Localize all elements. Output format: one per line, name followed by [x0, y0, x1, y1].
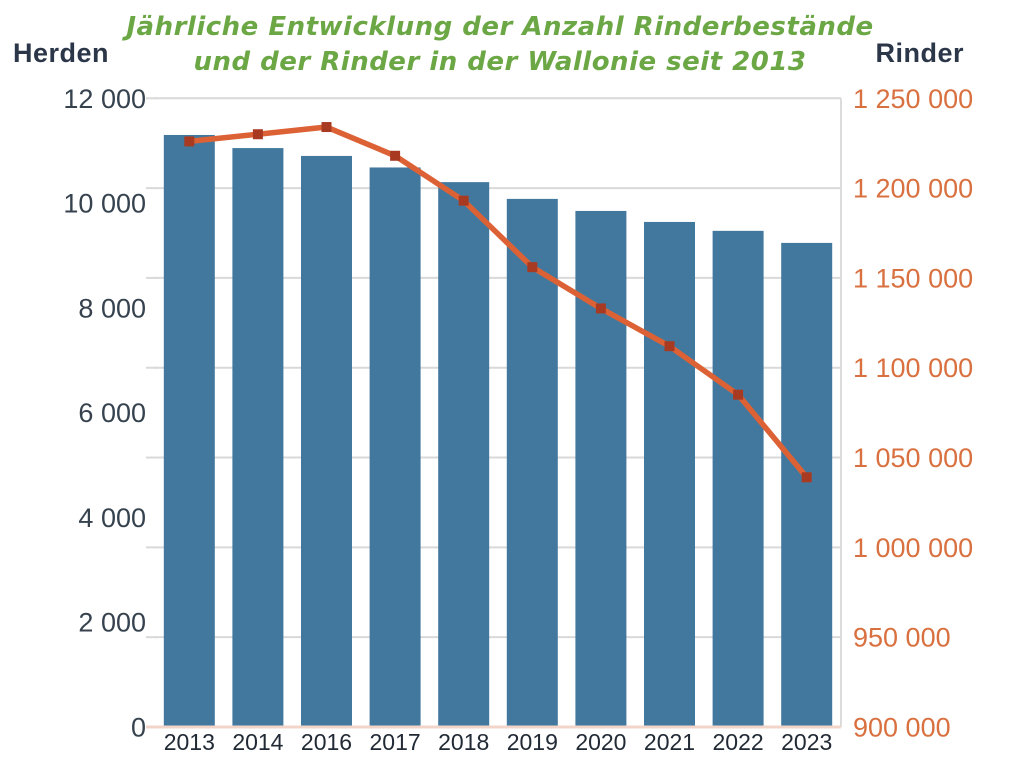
- bar-2022: [712, 230, 764, 727]
- right-axis-tick-label: 950 000: [853, 623, 951, 653]
- chart-title-line2: und der Rinder in der Wallonie seit 2013: [193, 47, 807, 77]
- bar-2013: [163, 134, 215, 727]
- line-point-2021: [664, 341, 675, 352]
- bar-2017: [369, 167, 421, 727]
- right-axis-tick-label: 1 050 000: [853, 443, 973, 473]
- right-axis-tick-label: 1 250 000: [853, 84, 973, 114]
- right-axis-tick-label: 1 000 000: [853, 533, 973, 563]
- left-axis-tick-label: 4 000: [78, 503, 146, 533]
- x-axis-label-2014: 2014: [232, 729, 283, 755]
- right-axis-tick-label: 900 000: [853, 712, 951, 742]
- line-point-2018: [458, 195, 469, 206]
- line-point-2014: [252, 129, 263, 140]
- x-axis-label-2017: 2017: [370, 729, 421, 755]
- x-axis-label-2020: 2020: [575, 729, 626, 755]
- chart-title-line1: Jährliche Entwicklung der Anzahl Rinderb…: [126, 12, 874, 42]
- chart-title: Jährliche Entwicklung der Anzahl Rinderb…: [0, 10, 1000, 80]
- right-axis-title: Rinder: [875, 38, 964, 68]
- x-axis-label-2019: 2019: [507, 729, 558, 755]
- x-axis-label-2013: 2013: [164, 729, 215, 755]
- line-point-2016: [321, 122, 332, 133]
- left-axis-tick-label: 6 000: [78, 398, 146, 428]
- left-axis-tick-label: 12 000: [63, 84, 146, 114]
- line-point-2023: [801, 472, 812, 483]
- x-axis-label-2018: 2018: [438, 729, 489, 755]
- right-axis-tick-label: 1 100 000: [853, 353, 973, 383]
- left-axis-tick-label: 0: [131, 712, 146, 742]
- bar-2019: [506, 198, 558, 728]
- bar-2020: [575, 210, 627, 727]
- bar-2018: [438, 182, 490, 728]
- bar-2023: [781, 242, 833, 727]
- bar-2021: [644, 221, 695, 727]
- right-axis-tick-label: 1 200 000: [853, 174, 973, 204]
- x-axis-label-2023: 2023: [781, 729, 832, 755]
- x-axis-label-2016: 2016: [301, 729, 352, 755]
- left-axis-tick-label: 2 000: [78, 608, 146, 638]
- right-axis-tick-label: 1 150 000: [853, 263, 973, 293]
- left-axis-title: Herden: [13, 38, 110, 68]
- line-point-2019: [527, 262, 538, 273]
- bar-2014: [232, 148, 284, 727]
- line-point-2022: [733, 389, 744, 400]
- left-axis-tick-label: 8 000: [78, 293, 146, 323]
- x-axis-label-2022: 2022: [713, 729, 764, 755]
- left-axis-tick-label: 10 000: [63, 189, 146, 219]
- bar-2016: [301, 155, 352, 727]
- line-point-2017: [390, 150, 401, 161]
- rinder-line: [186, 124, 810, 481]
- x-axis-label-2021: 2021: [644, 729, 695, 755]
- line-point-2020: [595, 303, 606, 314]
- line-point-2013: [184, 136, 195, 147]
